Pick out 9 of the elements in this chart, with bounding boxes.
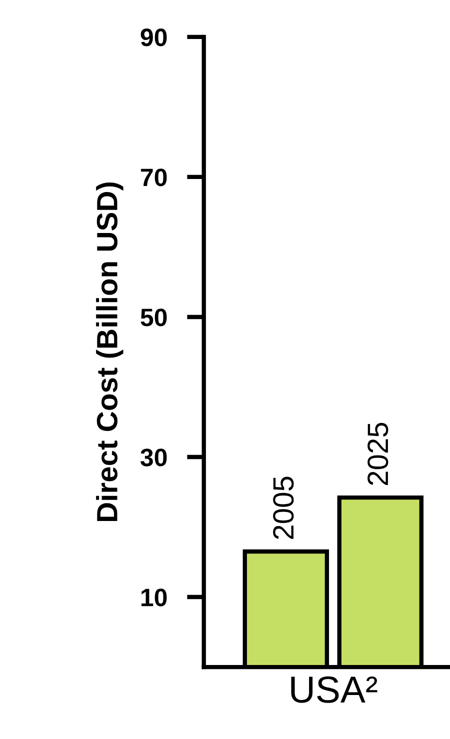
text: 2005 <box>273 476 294 539</box>
y-tick-label: 10 <box>142 588 167 606</box>
y-tick-label: 50 <box>140 308 167 326</box>
text: 2025 <box>368 422 388 486</box>
y-tick-label: 70 <box>141 168 167 186</box>
y-tick-label: 30 <box>140 448 167 466</box>
y-tick-label: 90 <box>140 28 167 46</box>
y-axis-title: Direct Cost (Billion USD) <box>96 182 124 521</box>
x-tick-label: USA² <box>291 676 378 703</box>
